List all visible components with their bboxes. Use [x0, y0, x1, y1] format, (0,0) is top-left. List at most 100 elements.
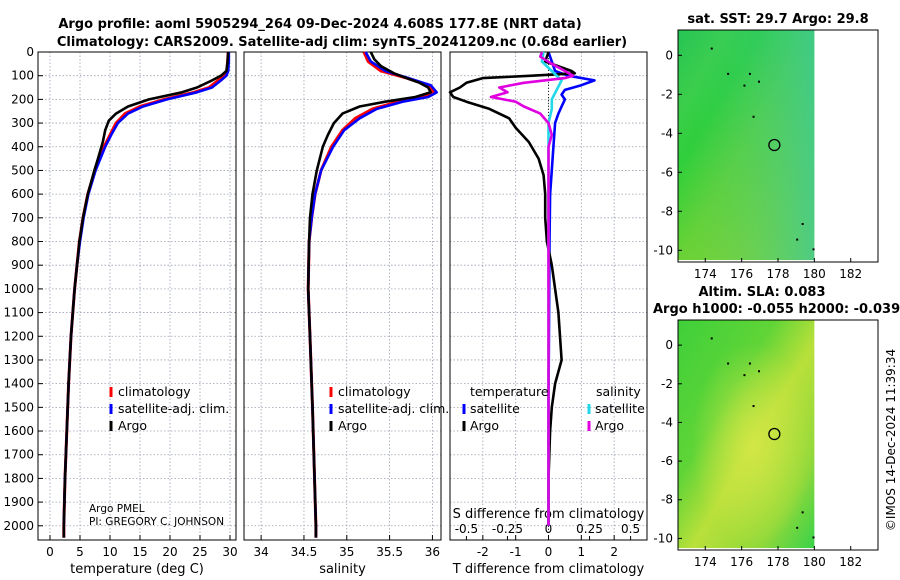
island-marker	[752, 115, 755, 118]
legend-label: Argo	[338, 418, 367, 433]
x-tick-label: 182	[839, 267, 862, 281]
x-axis-label: salinity	[319, 562, 366, 577]
y-tick-label: -10	[653, 243, 673, 257]
y-tick-label: -8	[661, 493, 673, 507]
temperature-panel: 0 5 10 15 20 25 30 temperature (deg C) 0 100 200 30…	[3, 45, 237, 577]
legend-label: Argo	[470, 418, 499, 433]
map-field-overlay	[678, 30, 815, 261]
x-tick-label: 0	[46, 545, 54, 559]
top-tick-label: 0	[545, 522, 553, 536]
y-tick-label: -8	[661, 204, 673, 218]
argo-line	[62, 51, 230, 538]
island-marker	[801, 511, 804, 514]
island-marker	[727, 362, 730, 365]
island-marker	[710, 337, 713, 340]
x-tick-label: 178	[767, 555, 790, 569]
argo-position-marker	[768, 138, 781, 152]
island-marker	[796, 238, 799, 241]
y-tick-label: 2000	[3, 519, 34, 533]
sst-map-title: sat. SST: 29.7 Argo: 29.8	[687, 12, 868, 27]
island-marker	[812, 536, 815, 539]
legend-label: climatology	[338, 384, 411, 399]
sla-map-panel: 174 176 178 180 182 0 -2 -4 -6 -8 -10 Altim. SLA: 0…	[653, 285, 900, 569]
y-tick-label: 400	[11, 140, 34, 154]
y-tick-label: -2	[661, 377, 673, 391]
climatology-line	[306, 51, 436, 538]
island-marker	[743, 84, 746, 87]
axes-frame	[37, 51, 237, 541]
figure-title-line-1: Argo profile: aoml 5905294_264 09-Dec-20…	[58, 17, 581, 32]
top-tick-label: 0.25	[576, 522, 603, 536]
y-tick-label: 0	[665, 338, 673, 352]
legend-label: satellite	[470, 401, 520, 416]
y-tick-label: 1000	[3, 282, 34, 296]
island-marker	[796, 526, 799, 529]
y-tick-label: -4	[661, 415, 673, 429]
legend-label: Argo	[595, 418, 624, 433]
y-tick-label: 500	[11, 163, 34, 177]
island-marker	[752, 405, 755, 408]
top-tick-label: -0.25	[492, 522, 523, 536]
legend-label: satellite-adj. clim.	[118, 401, 229, 416]
x-tick-label: 2	[610, 545, 618, 559]
legend-title-salinity: salinity	[596, 384, 641, 399]
x-tick-label: 25	[192, 545, 207, 559]
y-tick-label: 200	[11, 92, 34, 106]
x-tick-label: 15	[132, 545, 147, 559]
legend-label: climatology	[118, 384, 191, 399]
island-marker	[812, 248, 815, 251]
satellite-line	[306, 51, 439, 538]
x-tick-label: 176	[730, 555, 753, 569]
x-tick-label: -2	[477, 545, 489, 559]
sal-argo-diff-line	[489, 51, 575, 526]
y-tick-label: -10	[653, 531, 673, 545]
satellite-line	[62, 52, 231, 538]
y-tick-label: 900	[11, 258, 34, 272]
y-tick-label: 0	[26, 45, 34, 59]
y-tick-label: 1300	[3, 353, 34, 367]
x-tick-label: 0	[545, 545, 553, 559]
x-axis-label: temperature (deg C)	[70, 562, 204, 577]
y-tick-label: 0	[665, 48, 673, 62]
x-tick-label: -1	[510, 545, 522, 559]
island-marker	[801, 223, 804, 226]
x-tick-label: 20	[162, 545, 177, 559]
y-tick-label: -4	[661, 126, 673, 140]
island-marker	[743, 374, 746, 377]
island-marker	[758, 80, 760, 83]
x-tick-label: 182	[839, 555, 862, 569]
island-marker	[758, 370, 760, 373]
argo-position-marker	[768, 427, 781, 441]
axes-frame	[243, 51, 442, 541]
sla-map-subtitle: Argo h1000: -0.055 h2000: -0.039	[653, 302, 900, 317]
y-tick-label: 1100	[3, 306, 34, 320]
y-tick-label: 1500	[3, 400, 34, 414]
x-tick-label: 174	[694, 555, 717, 569]
y-tick-label: -6	[661, 165, 673, 179]
x-tick-label: 180	[803, 555, 826, 569]
top-tick-label: -0.5	[455, 522, 478, 536]
x-tick-label: 178	[767, 267, 790, 281]
argo-line	[306, 51, 433, 538]
y-tick-label: 1400	[3, 377, 34, 391]
y-tick-label: 700	[11, 211, 34, 225]
x-tick-label: 5	[76, 545, 84, 559]
y-tick-label: 1200	[3, 329, 34, 343]
y-tick-label: 300	[11, 116, 34, 130]
legend-label: satellite	[595, 401, 645, 416]
salinity-panel: 34 34.5 35 35.5 36 salinity climatology satelli…	[243, 51, 449, 577]
legend-label: satellite-adj. clim.	[338, 401, 449, 416]
y-tick-label: -6	[661, 454, 673, 468]
x-tick-label: 34.5	[291, 545, 318, 559]
temp-argo-diff-line	[448, 51, 577, 526]
legend-title-temperature: temperature	[470, 384, 549, 399]
figure-title-line-2: Climatology: CARS2009. Satellite-adj cli…	[57, 35, 627, 50]
map-field-overlay	[678, 320, 815, 549]
y-tick-label: 1900	[3, 495, 34, 509]
top-tick-label: 0.5	[621, 522, 640, 536]
x-axis-label: T difference from climatology	[452, 562, 645, 577]
island-marker	[710, 47, 713, 50]
sla-map-title: Altim. SLA: 0.083	[699, 285, 826, 300]
